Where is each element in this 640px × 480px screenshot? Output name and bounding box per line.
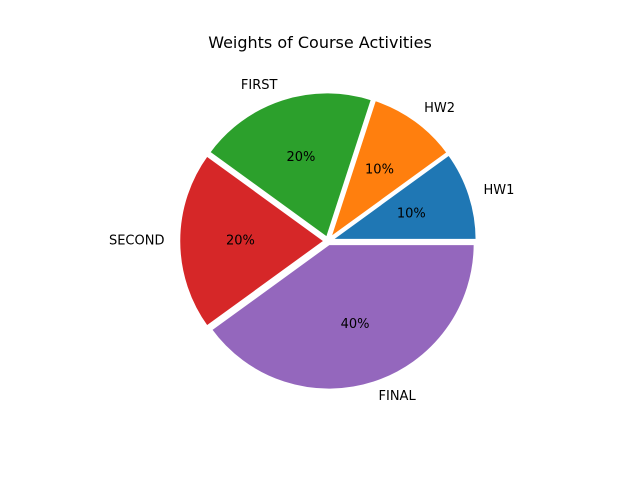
slice-percent-first: 20% <box>286 150 315 165</box>
pie-slice-hw2 <box>328 98 450 240</box>
slice-percent-hw2: 10% <box>365 163 394 178</box>
slice-percent-hw1: 10% <box>397 206 426 221</box>
slice-label-second: SECOND <box>109 234 165 249</box>
pie-wedges <box>177 90 479 392</box>
pie-slice-first <box>207 90 374 240</box>
slice-label-first: FIRST <box>241 78 278 93</box>
slice-label-hw1: HW1 <box>484 183 515 198</box>
slice-label-hw2: HW2 <box>424 101 455 116</box>
pie-slice-second <box>177 153 327 329</box>
slice-percent-second: 20% <box>226 234 255 249</box>
pie-slice-hw1 <box>329 153 479 242</box>
chart-title: Weights of Course Activities <box>208 33 432 52</box>
pie-slice-final <box>209 242 477 392</box>
slice-label-final: FINAL <box>379 389 417 404</box>
pie-labels: HW1 10% HW2 10% FIRST 20% SECOND 20% FINAL 40% <box>109 78 514 404</box>
slice-percent-final: 40% <box>341 317 370 332</box>
